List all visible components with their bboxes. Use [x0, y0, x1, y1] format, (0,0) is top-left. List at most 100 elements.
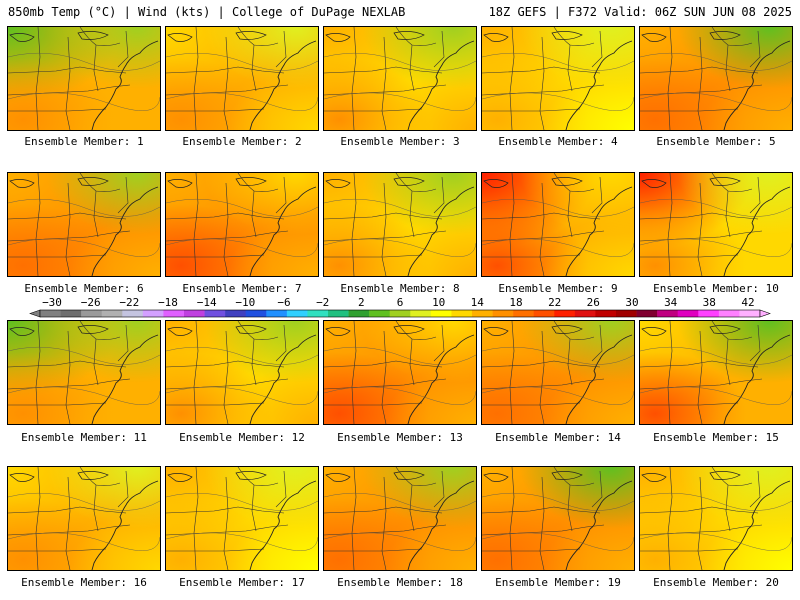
colorbar-tick-label: −14 — [197, 296, 217, 309]
ensemble-map-10 — [639, 172, 793, 277]
ensemble-map-2 — [165, 26, 319, 131]
ensemble-member-label: Ensemble Member: 13 — [337, 431, 463, 444]
ensemble-member-label: Ensemble Member: 5 — [656, 135, 776, 148]
run-valid-time: 18Z GEFS | F372 Valid: 06Z SUN JUN 08 20… — [488, 5, 792, 19]
ensemble-member-label: Ensemble Member: 2 — [182, 135, 302, 148]
ensemble-map-6 — [7, 172, 161, 277]
colorbar-swatch — [410, 310, 432, 317]
colorbar-swatch — [60, 310, 82, 317]
ensemble-member-label: Ensemble Member: 15 — [653, 431, 779, 444]
colorbar-swatch — [266, 310, 288, 317]
colorbar-swatch — [184, 310, 205, 317]
colorbar-tick-label: −18 — [158, 296, 178, 309]
ensemble-map-4 — [481, 26, 635, 131]
colorbar-tick-label: −22 — [119, 296, 139, 309]
colorbar-swatch — [595, 310, 617, 317]
colorbar-swatch — [307, 310, 329, 317]
ensemble-map-12 — [165, 320, 319, 425]
colorbar-swatch — [718, 310, 740, 317]
colorbar-swatch — [369, 310, 391, 317]
ensemble-member-label: Ensemble Member: 6 — [24, 282, 144, 295]
ensemble-member-label: Ensemble Member: 16 — [21, 576, 147, 589]
ensemble-map-8 — [323, 172, 477, 277]
colorbar-tick-label: 2 — [358, 296, 365, 309]
ensemble-map-11 — [7, 320, 161, 425]
ensemble-member-label: Ensemble Member: 10 — [653, 282, 779, 295]
ensemble-map-18 — [323, 466, 477, 571]
colorbar-tick-label: −6 — [277, 296, 290, 309]
ensemble-member-label: Ensemble Member: 19 — [495, 576, 621, 589]
colorbar-tick-label: 18 — [509, 296, 522, 309]
colorbar-swatch — [286, 310, 308, 317]
ensemble-member-label: Ensemble Member: 17 — [179, 576, 305, 589]
colorbar-swatch — [657, 310, 679, 317]
ensemble-map-13 — [323, 320, 477, 425]
ensemble-member-label: Ensemble Member: 11 — [21, 431, 147, 444]
ensemble-map-17 — [165, 466, 319, 571]
colorbar-tick-label: −30 — [42, 296, 62, 309]
colorbar-swatch — [739, 310, 761, 317]
colorbar-swatch — [616, 310, 637, 317]
ensemble-map-3 — [323, 26, 477, 131]
colorbar-swatch — [574, 310, 596, 317]
ensemble-member-label: Ensemble Member: 12 — [179, 431, 305, 444]
ensemble-map-7 — [165, 172, 319, 277]
colorbar-tick-label: 22 — [548, 296, 561, 309]
colorbar-swatch — [142, 310, 164, 317]
ensemble-member-label: Ensemble Member: 8 — [340, 282, 460, 295]
temperature-colorbar: −30 −26 −22 −18 −14 −10 −6 −2 2 6 10 14 18 22 26 30 34 38… — [29, 296, 771, 318]
ensemble-map-1 — [7, 26, 161, 131]
colorbar-swatch — [122, 310, 144, 317]
colorbar-swatch — [225, 310, 247, 317]
ensemble-map-5 — [639, 26, 793, 131]
ensemble-map-14 — [481, 320, 635, 425]
ensemble-member-label: Ensemble Member: 3 — [340, 135, 460, 148]
colorbar-swatch — [698, 310, 720, 317]
ensemble-member-label: Ensemble Member: 4 — [498, 135, 618, 148]
colorbar-swatch — [533, 310, 555, 317]
ensemble-map-16 — [7, 466, 161, 571]
colorbar-left-arrow — [29, 309, 41, 318]
ensemble-member-label: Ensemble Member: 7 — [182, 282, 302, 295]
colorbar-swatch — [245, 310, 267, 317]
ensemble-map-20 — [639, 466, 793, 571]
colorbar-swatch — [451, 310, 473, 317]
product-title: 850mb Temp (°C) | Wind (kts) | College o… — [8, 5, 406, 19]
header: 850mb Temp (°C) | Wind (kts) | College o… — [0, 0, 800, 24]
colorbar-swatch — [430, 310, 452, 317]
ensemble-map-15 — [639, 320, 793, 425]
colorbar-swatch — [636, 310, 658, 317]
ensemble-map-19 — [481, 466, 635, 571]
ensemble-member-label: Ensemble Member: 18 — [337, 576, 463, 589]
colorbar-swatch — [204, 310, 226, 317]
ensemble-map-9 — [481, 172, 635, 277]
colorbar-right-arrow — [759, 309, 771, 318]
colorbar-swatch — [554, 310, 576, 317]
colorbar-swatch — [513, 310, 535, 317]
colorbar-tick-label: 26 — [587, 296, 600, 309]
colorbar-swatch — [163, 310, 185, 317]
ensemble-member-label: Ensemble Member: 1 — [24, 135, 144, 148]
colorbar-tick-label: 38 — [703, 296, 716, 309]
colorbar-tick-label: 14 — [471, 296, 485, 309]
colorbar-swatch — [492, 310, 514, 317]
colorbar-swatch — [348, 310, 370, 317]
colorbar-tick-label: 10 — [432, 296, 445, 309]
colorbar-tick-label: 42 — [741, 296, 754, 309]
ensemble-member-label: Ensemble Member: 14 — [495, 431, 621, 444]
colorbar-tick-label: −2 — [316, 296, 329, 309]
colorbar-tick-label: 30 — [625, 296, 638, 309]
colorbar-swatch — [40, 310, 61, 317]
colorbar-swatch — [389, 310, 411, 317]
ensemble-member-label: Ensemble Member: 20 — [653, 576, 779, 589]
colorbar-swatch — [472, 310, 493, 317]
colorbar-tick-label: −26 — [81, 296, 101, 309]
colorbar-tick-label: 6 — [397, 296, 404, 309]
ensemble-member-label: Ensemble Member: 9 — [498, 282, 618, 295]
colorbar-swatch — [328, 310, 349, 317]
colorbar-tick-label: −10 — [235, 296, 255, 309]
colorbar-swatch — [101, 310, 123, 317]
colorbar-tick-label: 34 — [664, 296, 678, 309]
colorbar-swatch — [81, 310, 103, 317]
